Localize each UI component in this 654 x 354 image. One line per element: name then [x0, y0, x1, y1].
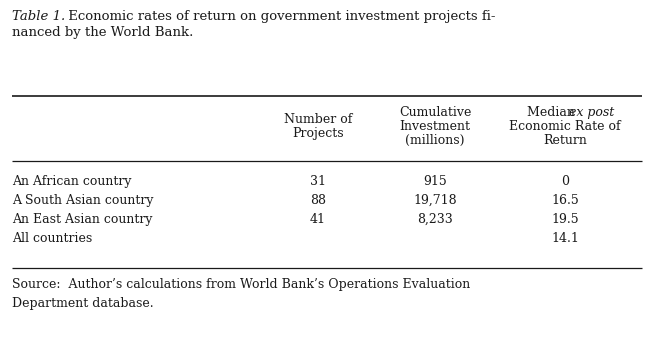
Text: Projects: Projects [292, 127, 344, 140]
Text: Number of: Number of [284, 113, 353, 126]
Text: A South Asian country: A South Asian country [12, 194, 154, 207]
Text: Table 1.: Table 1. [12, 10, 65, 23]
Text: 0: 0 [561, 175, 569, 188]
Text: 915: 915 [423, 175, 447, 188]
Text: 19,718: 19,718 [413, 194, 456, 207]
Text: Cumulative: Cumulative [399, 106, 471, 119]
Text: (millions): (millions) [405, 134, 465, 147]
Text: An East Asian country: An East Asian country [12, 213, 152, 226]
Text: An African country: An African country [12, 175, 131, 188]
Text: Median: Median [527, 106, 579, 119]
Text: All countries: All countries [12, 232, 92, 245]
Text: 8,233: 8,233 [417, 213, 453, 226]
Text: 14.1: 14.1 [551, 232, 579, 245]
Text: Economic rates of return on government investment projects fi-: Economic rates of return on government i… [64, 10, 496, 23]
Text: Economic Rate of: Economic Rate of [509, 120, 621, 133]
Text: 19.5: 19.5 [551, 213, 579, 226]
Text: 41: 41 [310, 213, 326, 226]
Text: Source:  Author’s calculations from World Bank’s Operations Evaluation
Departmen: Source: Author’s calculations from World… [12, 278, 470, 309]
Text: nanced by the World Bank.: nanced by the World Bank. [12, 26, 194, 39]
Text: Investment: Investment [400, 120, 470, 133]
Text: Return: Return [543, 134, 587, 147]
Text: ex post: ex post [569, 106, 614, 119]
Text: 16.5: 16.5 [551, 194, 579, 207]
Text: 31: 31 [310, 175, 326, 188]
Text: 88: 88 [310, 194, 326, 207]
